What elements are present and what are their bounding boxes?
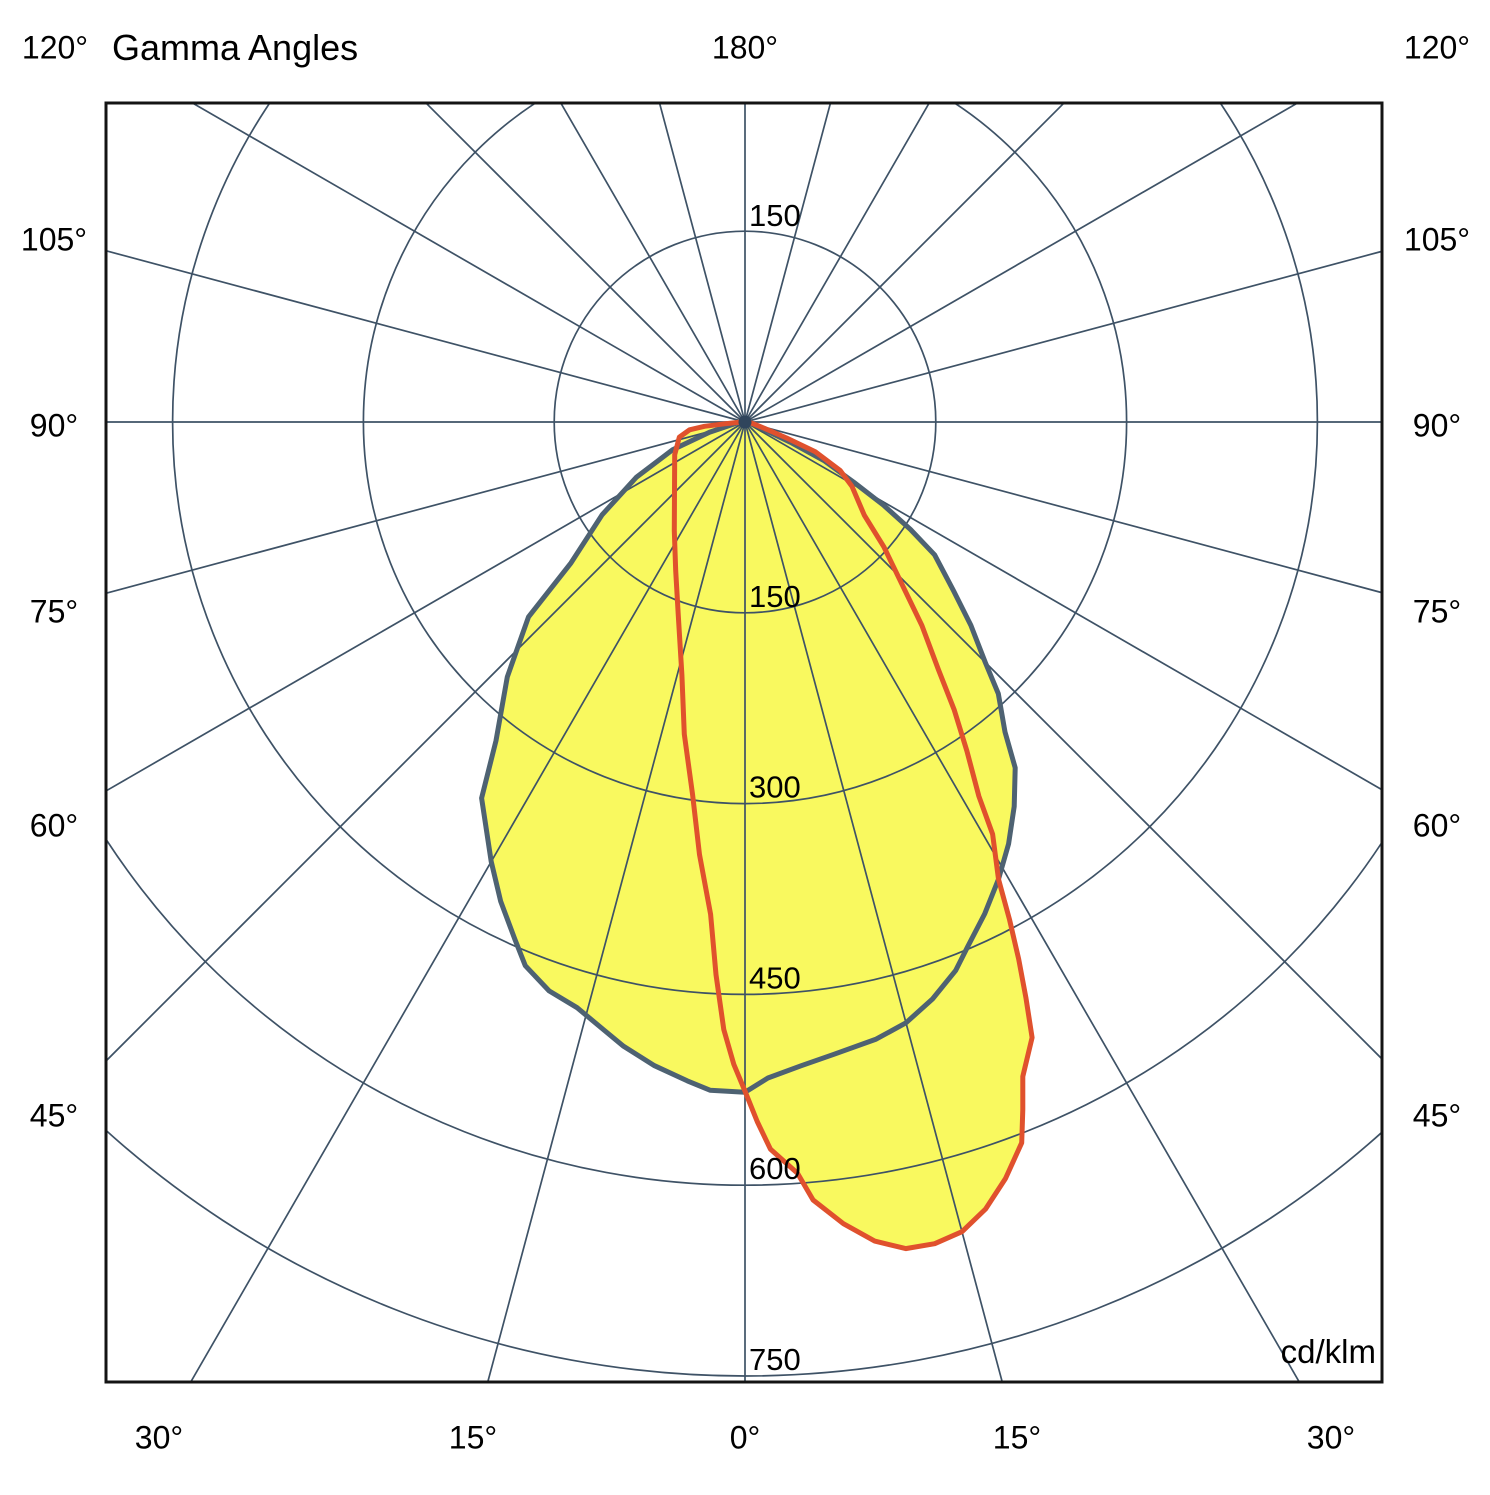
left-angle-label-45: 45°	[29, 1097, 79, 1134]
polar-grid-ray	[744, 103, 832, 423]
polar-grid-ray	[424, 103, 746, 423]
polar-grid-ray	[744, 421, 1382, 791]
bottom-angle-label-30R: 30°	[1306, 1419, 1356, 1456]
left-angle-label-75: 75°	[29, 593, 79, 630]
polar-grid-ring	[362, 103, 1128, 805]
polar-grid-ray	[106, 249, 746, 423]
lobe-outline-red	[671, 419, 1035, 1252]
right-angle-label-105: 105°	[1403, 221, 1471, 258]
bottom-angle-label-30L: 30°	[134, 1419, 184, 1456]
left-angle-label-90: 90°	[29, 407, 79, 444]
polar-grid-ring	[553, 230, 937, 614]
corner-angle-label-top-right: 120°	[1403, 29, 1471, 66]
ring-value-label: 450	[749, 960, 801, 995]
polar-grid-ray	[106, 421, 746, 792]
bottom-angle-label-0: 0°	[729, 1419, 761, 1456]
bottom-angle-label-15R: 15°	[992, 1419, 1042, 1456]
left-angle-label-60: 60°	[29, 807, 79, 844]
polar-grid-ray	[744, 103, 1066, 423]
ring-value-label: 600	[749, 1151, 801, 1186]
bottom-angle-label-15L: 15°	[448, 1419, 498, 1456]
polar-grid-ray	[106, 421, 746, 1063]
polar-grid-ray	[106, 421, 746, 595]
polar-grid-ring	[106, 837, 1382, 1186]
pole-dot	[738, 415, 752, 429]
polar-grid-ray	[744, 421, 1301, 1382]
chart-frame	[104, 101, 1384, 1384]
polar-grid-ring	[171, 103, 1319, 996]
corner-angle-label-top-left: 120°	[21, 29, 89, 66]
right-angle-label-75: 75°	[1412, 593, 1462, 630]
ring-value-label: 300	[749, 770, 801, 805]
right-angle-label-45: 45°	[1412, 1097, 1462, 1134]
lobe-fill-red	[674, 422, 1033, 1249]
ring-value-label-top: 150	[749, 198, 801, 233]
polar-grid-ray	[189, 421, 746, 1382]
unit-label: cd/klm	[1280, 1333, 1376, 1370]
ring-value-label: 750	[749, 1342, 801, 1377]
polar-grid-ray	[658, 103, 746, 423]
polar-grid-ray	[744, 103, 1300, 423]
polar-grid-ray	[744, 250, 1382, 423]
polar-grid-ring	[106, 1128, 1382, 1377]
polar-grid-ray	[744, 421, 1382, 1061]
right-angle-label-90: 90°	[1412, 407, 1462, 444]
ring-value-label: 150	[749, 579, 801, 614]
polar-grid-ray	[744, 103, 931, 423]
right-angle-label-60: 60°	[1412, 807, 1462, 844]
polar-grid-ray	[559, 103, 746, 423]
top-angle-label-180: 180°	[711, 29, 779, 66]
polar-grid-ray	[190, 103, 746, 423]
polar-grid-ray	[744, 421, 1382, 594]
chart-title: Gamma Angles	[112, 27, 359, 68]
left-angle-label-105: 105°	[20, 221, 88, 258]
lobe-outline-solid	[479, 419, 1018, 1095]
polar-grid-ray	[744, 421, 1004, 1382]
